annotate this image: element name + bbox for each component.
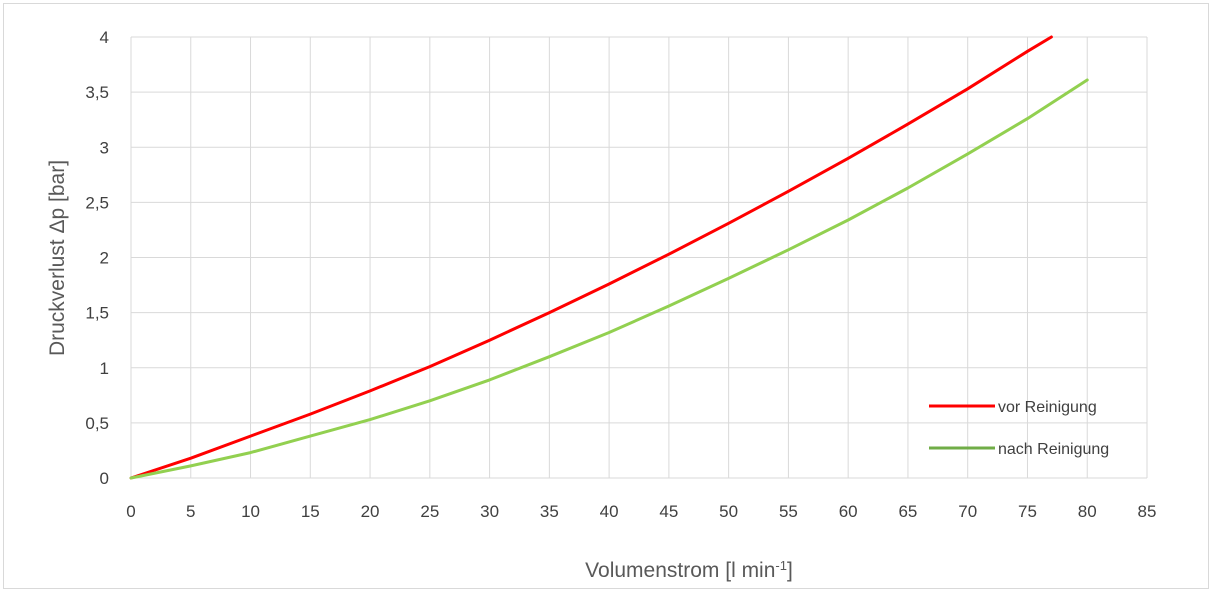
x-tick-label: 50 [719,502,738,521]
y-tick-label: 0,5 [85,414,109,433]
grid-lines [130,36,1148,479]
chart-frame [3,3,1209,589]
x-tick-label: 35 [540,502,559,521]
x-axis-title-suffix: ] [787,559,793,582]
x-tick-label: 20 [361,502,380,521]
x-tick-label: 65 [898,502,917,521]
series-line-vor-reinigung [129,35,1053,480]
legend: vor Reinigung nach Reinigung [929,399,1109,458]
x-tick-label: 40 [600,502,619,521]
y-tick-label: 1,5 [85,304,109,323]
y-tick-label: 2,5 [85,193,109,212]
y-tick-label: 4 [100,28,109,47]
y-tick-label: 3 [100,138,109,157]
x-tick-label: 55 [779,502,798,521]
series-layer [129,35,1089,480]
x-axis-title-main: Volumenstrom [l min [585,559,775,582]
x-tick-label: 85 [1138,502,1157,521]
x-tick-label: 70 [958,502,977,521]
x-axis-title-superscript: -1 [775,558,787,573]
x-tick-label: 80 [1078,502,1097,521]
y-tick-label: 2 [100,249,109,268]
y-tick-label: 1 [100,359,109,378]
legend-label-nach-reinigung: nach Reinigung [998,441,1109,458]
y-axis-title: Druckverlust Δp [bar] [46,160,69,356]
x-tick-label: 0 [126,502,135,521]
x-tick-label: 45 [659,502,678,521]
x-tick-label: 5 [186,502,195,521]
x-tick-label: 75 [1018,502,1037,521]
y-tick-label: 0 [100,469,109,488]
x-tick-label: 25 [420,502,439,521]
x-axis-ticks: 0 5 10 15 20 25 30 35 40 45 50 55 60 65 70 75 80 85 [126,502,1156,521]
series-line-nach-reinigung [129,78,1089,480]
legend-label-vor-reinigung: vor Reinigung [998,399,1097,416]
y-axis-ticks: 0 0,5 1 1,5 2 2,5 3 3,5 4 [85,28,109,488]
x-tick-label: 10 [241,502,260,521]
y-tick-label: 3,5 [85,83,109,102]
x-tick-label: 30 [480,502,499,521]
x-axis-title: Volumenstrom [l min-1] [585,558,793,583]
x-tick-label: 15 [301,502,320,521]
x-tick-label: 60 [839,502,858,521]
